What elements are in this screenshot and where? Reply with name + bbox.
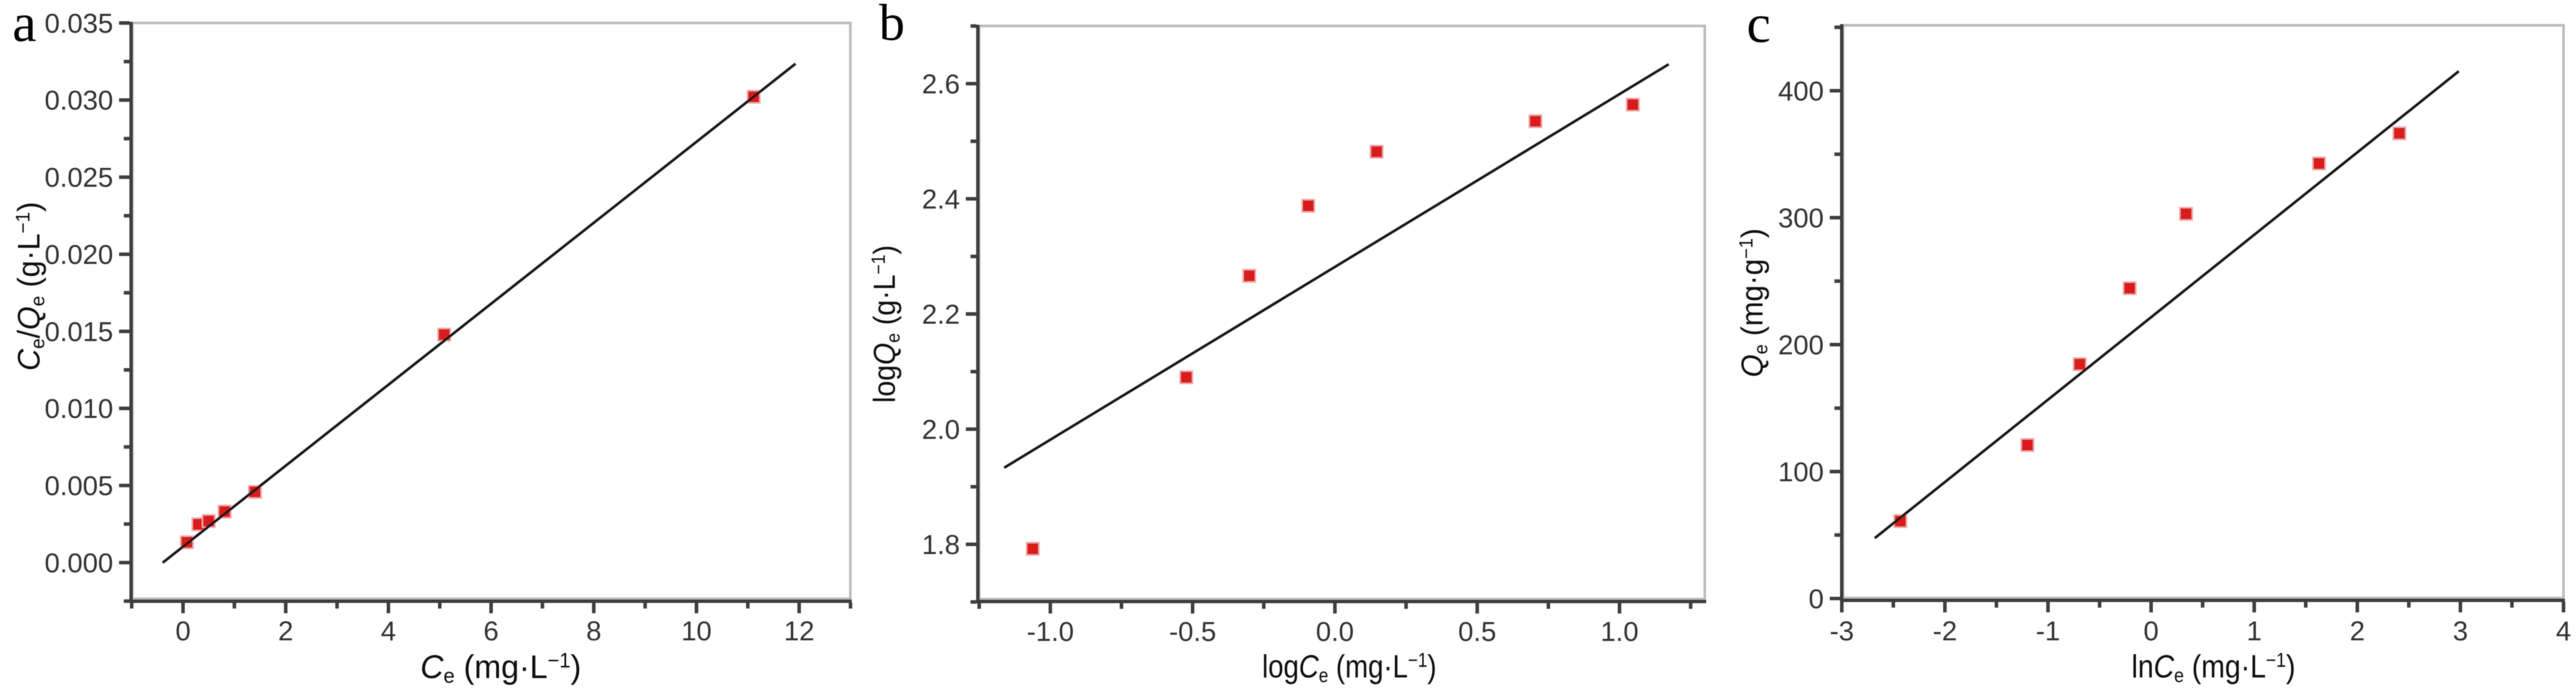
svg-text:-1.0: -1.0	[1027, 616, 1074, 647]
svg-text:-1: -1	[2036, 616, 2060, 646]
svg-text:2.0: 2.0	[922, 414, 960, 445]
svg-text:0.020: 0.020	[45, 239, 113, 270]
svg-text:lnCe (mg·L−1): lnCe (mg·L−1)	[2132, 648, 2295, 687]
svg-text:2.2: 2.2	[922, 299, 960, 329]
svg-text:c: c	[1747, 0, 1771, 54]
svg-text:4: 4	[2556, 616, 2571, 646]
svg-text:3: 3	[2453, 616, 2468, 646]
svg-text:200: 200	[1778, 329, 1824, 360]
svg-text:0.015: 0.015	[45, 316, 113, 347]
svg-text:1.8: 1.8	[922, 529, 960, 560]
svg-text:0.5: 0.5	[1458, 616, 1497, 647]
svg-text:12: 12	[784, 616, 815, 646]
svg-text:0.030: 0.030	[45, 85, 113, 115]
svg-text:logQe (g·L−1): logQe (g·L−1)	[868, 245, 904, 403]
svg-text:1: 1	[2246, 616, 2262, 646]
svg-text:0.000: 0.000	[45, 547, 113, 578]
svg-text:2: 2	[278, 616, 294, 646]
svg-text:0: 0	[2143, 616, 2159, 646]
svg-text:a: a	[12, 0, 37, 53]
svg-text:0.035: 0.035	[45, 8, 113, 38]
svg-text:0.005: 0.005	[45, 470, 113, 501]
svg-text:100: 100	[1778, 457, 1824, 487]
svg-text:0: 0	[176, 616, 191, 646]
svg-text:Ce/Qe (g·L−1): Ce/Qe (g·L−1)	[12, 201, 48, 371]
svg-text:Ce (mg·L−1): Ce (mg·L−1)	[420, 648, 581, 687]
svg-text:-0.5: -0.5	[1169, 616, 1216, 647]
svg-text:2.4: 2.4	[922, 184, 960, 214]
svg-text:b: b	[879, 0, 905, 52]
svg-text:400: 400	[1778, 75, 1824, 106]
svg-text:-3: -3	[1830, 616, 1854, 646]
svg-text:-2: -2	[1933, 616, 1957, 646]
svg-text:0.0: 0.0	[1316, 616, 1354, 647]
svg-text:logCe (mg·L−1): logCe (mg·L−1)	[1262, 648, 1437, 687]
svg-text:2: 2	[2350, 616, 2365, 646]
svg-text:1.0: 1.0	[1600, 616, 1639, 647]
svg-text:0.025: 0.025	[45, 162, 113, 193]
svg-text:Qe (mg·g−1): Qe (mg·g−1)	[1735, 229, 1771, 378]
svg-text:4: 4	[381, 616, 396, 646]
svg-text:8: 8	[586, 616, 601, 646]
svg-text:6: 6	[483, 616, 499, 646]
svg-text:300: 300	[1778, 203, 1824, 233]
svg-text:10: 10	[681, 616, 712, 646]
svg-text:0.010: 0.010	[45, 394, 113, 424]
svg-text:2.6: 2.6	[922, 68, 960, 99]
svg-text:0: 0	[1809, 583, 1824, 614]
